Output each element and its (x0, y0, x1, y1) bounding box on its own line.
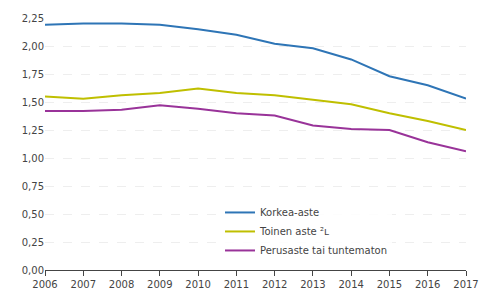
svg-text:0,50: 0,50 (22, 209, 44, 220)
svg-text:Toinen aste ²ʟ: Toinen aste ²ʟ (259, 226, 329, 237)
svg-text:2015: 2015 (377, 279, 402, 290)
svg-text:0,00: 0,00 (22, 265, 44, 276)
svg-text:2010: 2010 (185, 279, 210, 290)
svg-text:2006: 2006 (32, 279, 57, 290)
svg-text:Perusaste tai tuntematon: Perusaste tai tuntematon (260, 245, 387, 256)
svg-text:0,25: 0,25 (22, 237, 44, 248)
svg-text:1,00: 1,00 (22, 153, 44, 164)
svg-text:2007: 2007 (71, 279, 96, 290)
svg-text:2013: 2013 (300, 279, 325, 290)
svg-text:2008: 2008 (109, 279, 134, 290)
svg-text:2014: 2014 (338, 279, 363, 290)
svg-text:2011: 2011 (224, 279, 249, 290)
svg-text:0,75: 0,75 (22, 181, 44, 192)
svg-text:2016: 2016 (415, 279, 440, 290)
svg-text:2,00: 2,00 (22, 41, 44, 52)
svg-text:1,25: 1,25 (22, 125, 44, 136)
svg-text:2009: 2009 (147, 279, 172, 290)
svg-text:2017: 2017 (453, 279, 478, 290)
svg-text:2012: 2012 (262, 279, 287, 290)
svg-text:1,50: 1,50 (22, 97, 44, 108)
svg-text:Korkea-aste: Korkea-aste (260, 207, 319, 218)
svg-text:2,25: 2,25 (22, 13, 44, 24)
svg-text:1,75: 1,75 (22, 69, 44, 80)
